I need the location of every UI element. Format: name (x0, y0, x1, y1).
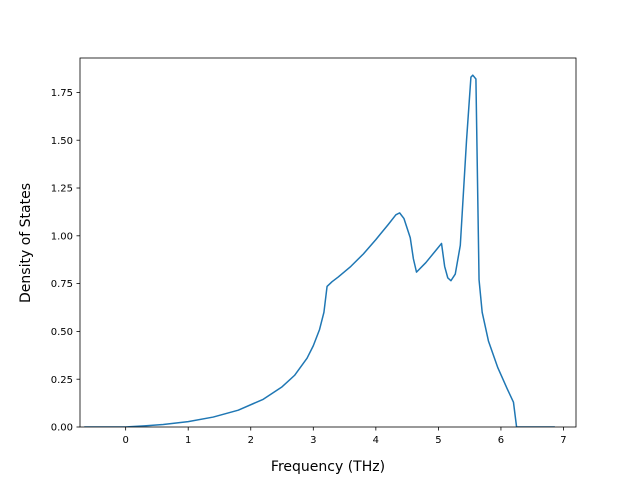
x-tick-label: 4 (373, 435, 379, 446)
y-tick-label: 0.25 (51, 375, 73, 386)
y-tick-label: 1.00 (51, 231, 73, 242)
y-axis-title: Density of States (18, 183, 34, 303)
y-tick-label: 0.75 (51, 279, 73, 290)
x-axis-ticks: 0 1 2 3 4 5 6 7 (122, 427, 567, 446)
y-tick-label: 1.50 (51, 136, 73, 147)
x-tick-label: 2 (248, 435, 254, 446)
y-tick-label: 1.25 (51, 184, 73, 195)
x-tick-label: 1 (185, 435, 191, 446)
x-tick-label: 6 (498, 435, 504, 446)
x-tick-label: 0 (122, 435, 128, 446)
x-tick-label: 5 (435, 435, 441, 446)
x-tick-label: 7 (560, 435, 566, 446)
axes-frame (79, 57, 577, 428)
plot-area (79, 57, 577, 428)
x-axis-title: Frequency (THz) (271, 459, 385, 475)
y-tick-label: 0.50 (51, 327, 73, 338)
x-tick-label: 3 (310, 435, 316, 446)
y-axis-ticks: 0.00 0.25 0.50 0.75 1.00 1.25 1.50 1.75 (51, 88, 80, 434)
series-line-0 (84, 74, 555, 427)
y-tick-label: 1.75 (51, 88, 73, 99)
y-tick-label: 0.00 (51, 423, 73, 434)
